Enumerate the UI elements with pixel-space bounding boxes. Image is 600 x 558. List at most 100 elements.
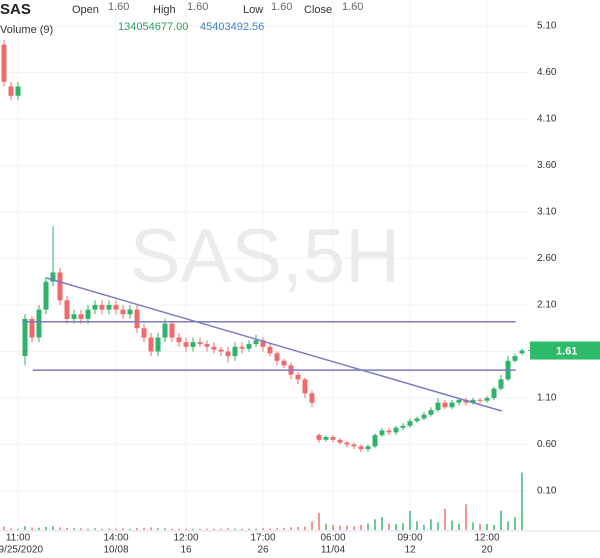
volume-bar [353, 526, 355, 530]
candle-body [197, 342, 203, 345]
volume-bar [178, 528, 180, 530]
candle-body [155, 337, 161, 352]
candle-body [421, 414, 427, 419]
candle-body [113, 304, 119, 310]
volume-bar [514, 517, 516, 530]
candle-body [64, 300, 70, 319]
candle-body [379, 430, 385, 436]
volume-bar [437, 522, 439, 530]
candle-body [127, 309, 133, 315]
volume-bar [136, 527, 138, 530]
x-date-label: 16 [180, 545, 192, 556]
high-value: 1.60 [187, 1, 208, 13]
volume-bar [374, 519, 376, 530]
candle-body [8, 86, 14, 96]
candle-body [337, 439, 343, 443]
last-price-label: 1.61 [556, 345, 577, 357]
candle-body [267, 346, 273, 354]
candle-body [365, 446, 371, 450]
low-value: 1.60 [271, 1, 292, 13]
volume-bar [360, 524, 362, 530]
volume-bar [472, 522, 474, 530]
low-label: Low [243, 4, 263, 16]
candle-body [218, 349, 224, 352]
y-tick-label: 3.60 [537, 160, 557, 171]
candle-body [232, 346, 238, 357]
candle-body [323, 437, 329, 440]
volume-bar [94, 528, 96, 530]
last-price-box [530, 341, 600, 360]
candle-body [29, 318, 35, 338]
x-date-label: 11/04 [321, 545, 346, 556]
high-label: High [153, 4, 176, 16]
candle-body [260, 340, 266, 347]
y-tick-label: 4.10 [537, 114, 557, 125]
candle-body [484, 397, 490, 401]
close-label: Close [304, 4, 332, 16]
candle-body [106, 304, 112, 310]
candle-body [470, 399, 476, 403]
volume-bar [269, 528, 271, 530]
volume-bar [108, 528, 110, 530]
volume-bar [388, 523, 390, 530]
volume-bar [143, 527, 145, 530]
candle-body [1, 44, 7, 82]
candle-body [386, 430, 392, 433]
volume-bar [122, 528, 124, 530]
volume-bar [332, 524, 334, 530]
candle-body [491, 388, 497, 398]
x-tick-label: 14:00 [103, 533, 128, 544]
volume-bar [38, 527, 40, 530]
open-value: 1.60 [108, 1, 129, 13]
candle-body [239, 346, 245, 349]
volume-bar [206, 528, 208, 530]
candle-body [141, 328, 147, 338]
open-label: Open [72, 4, 99, 16]
volume-bar [325, 523, 327, 530]
candle-body [162, 323, 168, 338]
volume-bar [493, 524, 495, 530]
volume-bar [213, 528, 215, 530]
volume-bar [171, 528, 173, 530]
candle-body [22, 318, 28, 357]
candle-body [428, 410, 434, 415]
candle-body [85, 309, 91, 319]
watermark: SAS,5H [130, 214, 400, 299]
volume-bar [304, 526, 306, 530]
volume-bar [45, 527, 47, 530]
candle-body [358, 446, 364, 450]
candle-body [225, 351, 231, 357]
candle-body [449, 402, 455, 408]
volume-bar [458, 523, 460, 530]
volume-bar [115, 528, 117, 530]
volume-bar [248, 528, 250, 530]
volume-bar [409, 510, 411, 530]
volume-bar [402, 523, 404, 530]
candle-body [71, 314, 77, 319]
volume-bar [66, 527, 68, 530]
candle-body [400, 425, 406, 428]
volume-bar [80, 528, 82, 530]
volume-bar [381, 517, 383, 530]
candle-body [78, 314, 84, 319]
candle-body [477, 399, 483, 401]
candle-body [393, 427, 399, 433]
x-date-label: 26 [257, 545, 269, 556]
volume-bar [339, 525, 341, 530]
volume-bar [451, 520, 453, 530]
volume-bar [311, 521, 313, 530]
volume-label: Volume (9) [0, 24, 53, 36]
candle-body [148, 337, 154, 352]
x-date-label: 20 [481, 545, 493, 556]
volume-bar [486, 524, 488, 530]
symbol: SAS [0, 1, 31, 18]
volume-value: 134054677.00 [118, 21, 188, 33]
candle-body [134, 309, 140, 329]
y-tick-label: 1.10 [537, 393, 557, 404]
volume-bar [444, 508, 446, 530]
y-tick-label: 3.10 [537, 207, 557, 218]
volume-bar [199, 528, 201, 530]
candle-body [36, 309, 42, 338]
candle-body [295, 374, 301, 380]
